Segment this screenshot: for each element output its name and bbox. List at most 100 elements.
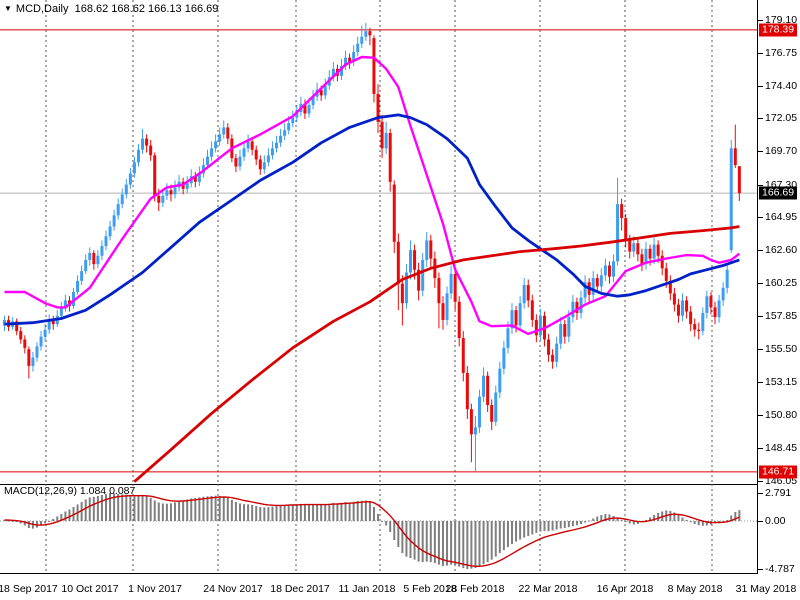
candle-body (356, 43, 360, 53)
macd-histogram-bar (722, 521, 725, 522)
macd-histogram-bar (372, 506, 375, 521)
candle-body (242, 148, 246, 157)
date-label: 11 Jan 2018 (338, 583, 396, 595)
macd-name: MACD(12,26,9) (4, 485, 77, 497)
macd-histogram-bar (389, 521, 392, 533)
candle-body (681, 300, 685, 316)
macd-histogram-bar (68, 509, 71, 521)
macd-pane[interactable]: MACD(12,26,9) 1.084 0.087 (0, 484, 757, 574)
candle-body (624, 218, 628, 241)
macd-histogram-bar (588, 520, 591, 522)
candle-body (31, 357, 35, 366)
macd-histogram-bar (425, 521, 428, 562)
candle-body (599, 275, 603, 287)
macd-histogram-bar (360, 500, 363, 521)
macd-histogram-bar (271, 506, 274, 521)
macd-histogram-bar (592, 518, 595, 521)
macd-histogram-bar (649, 517, 652, 521)
candle-body (612, 261, 615, 277)
candle-body (417, 269, 421, 291)
macd-histogram-bar (381, 521, 384, 522)
candle-body (331, 68, 335, 78)
candle-body (640, 254, 644, 265)
candle-body (404, 272, 408, 304)
candle-body (502, 347, 506, 369)
candle-body (547, 339, 551, 355)
date-label: 22 Mar 2018 (518, 583, 578, 595)
macd-canvas[interactable] (0, 484, 757, 573)
macd-histogram-bar (523, 521, 526, 538)
price-tick: 160.25 (765, 276, 798, 289)
macd-histogram-bar (401, 521, 404, 554)
candle-body (323, 85, 327, 96)
macd-histogram-bar (511, 521, 513, 545)
macd-histogram-bar (429, 521, 432, 563)
candle-body (307, 105, 311, 114)
price-pane[interactable]: ▼ MCD,Daily 168.62 168.62 166.13 166.69 (0, 0, 757, 485)
triangle-down-icon: ▼ (4, 4, 12, 13)
macd-histogram-bar (705, 521, 708, 526)
candlestick-canvas[interactable] (0, 0, 757, 484)
candle-body (591, 278, 595, 295)
macd-histogram-bar (27, 521, 30, 529)
price-tick: 157.85 (765, 310, 798, 323)
candle-body (279, 135, 283, 143)
candle-body (380, 121, 384, 149)
macd-histogram-bar (48, 521, 51, 522)
candle-body (607, 265, 611, 277)
price-tick: 164.95 (765, 211, 798, 224)
macd-histogram-bar (308, 504, 310, 521)
candle-body (697, 329, 701, 332)
price-tick-mark (758, 349, 763, 351)
macd-histogram-bar (734, 511, 737, 521)
date-label: 18 Sep 2017 (0, 583, 58, 595)
price-tick: 162.60 (765, 244, 798, 257)
candle-body (409, 250, 412, 273)
candle-body (206, 156, 209, 166)
price-tick-mark (758, 316, 763, 318)
candle-body (80, 271, 84, 281)
macd-signal-value: 0.087 (109, 485, 136, 497)
candle-body (445, 293, 449, 320)
candle-body (124, 184, 128, 195)
macd-histogram-bar (287, 504, 290, 521)
candle-body (173, 187, 177, 195)
price-tick-mark (758, 282, 763, 284)
macd-histogram-bar (279, 505, 282, 521)
candle-body (388, 132, 392, 182)
candle-body (530, 300, 534, 320)
candle-body (705, 296, 709, 313)
macd-histogram-bar (92, 496, 95, 521)
macd-histogram-bar (559, 521, 562, 529)
macd-histogram-bar (535, 521, 538, 533)
macd-histogram-bar (243, 504, 246, 521)
macd-histogram-bar (519, 521, 522, 540)
macd-histogram-bar (620, 519, 623, 521)
candle-body (551, 354, 555, 362)
macd-histogram-bar (60, 513, 63, 521)
candle-body (72, 292, 76, 306)
candle-body (664, 268, 668, 281)
macd-histogram-bar (234, 501, 237, 521)
date-axis[interactable]: 18 Sep 2017 10 Oct 2017 1 Nov 2017 24 Nov 2… (0, 574, 800, 600)
candle-body (449, 273, 453, 294)
candle-body (701, 312, 705, 332)
macd-histogram-bar (214, 495, 217, 521)
macd-histogram-bar (141, 495, 144, 521)
candle-body (689, 311, 693, 325)
price-tick: 148.45 (765, 441, 798, 454)
symbol-ohlc-label: ▼ MCD,Daily 168.62 168.62 166.13 166.69 (4, 3, 218, 15)
candle-body (392, 184, 396, 242)
candle-body (275, 142, 279, 149)
candle-body (27, 349, 31, 366)
candle-body (15, 321, 19, 332)
macd-histogram-bar (417, 521, 420, 562)
price-axis[interactable]: 179.10 176.75 174.40 172.05 169.70 167.30 164.… (758, 0, 800, 600)
candle-body (352, 52, 356, 62)
macd-histogram-bar (7, 520, 10, 522)
candle-body (295, 112, 299, 118)
candle-body (59, 307, 63, 316)
candle-body (246, 141, 250, 149)
macd-histogram-bar (377, 513, 380, 521)
